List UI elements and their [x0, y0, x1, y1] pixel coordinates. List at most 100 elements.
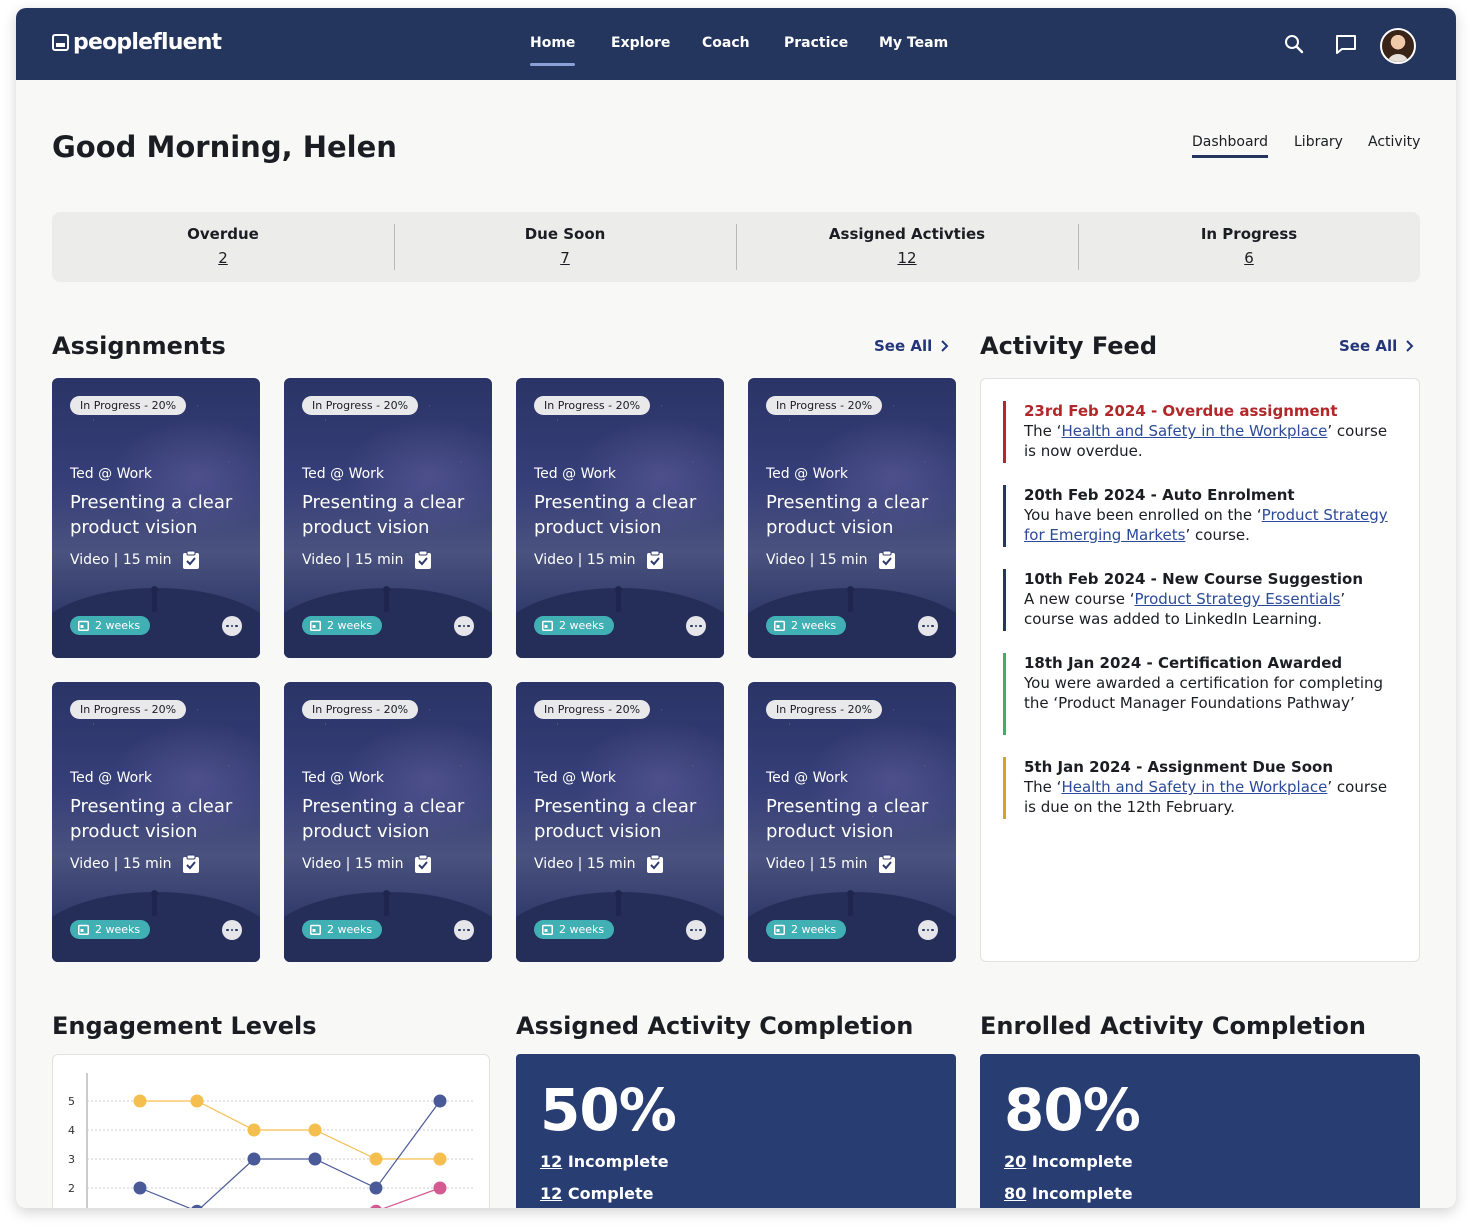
series-line [140, 1100, 440, 1160]
calendar-icon [310, 924, 321, 935]
clipboard-check-icon [414, 854, 431, 873]
feed-item-body: The ‘Health and Safety in the Workplace’… [1024, 777, 1393, 817]
course-link[interactable]: Product Strategy Essentials [1134, 590, 1341, 608]
y-tick-label: 2 [68, 1182, 75, 1195]
card-background-figure [383, 586, 390, 612]
calendar-icon [774, 620, 785, 631]
card-title: Presenting a clear product vision [302, 796, 465, 842]
stat-value-link[interactable]: 2 [218, 249, 228, 267]
calendar-icon [310, 620, 321, 631]
tab-dashboard[interactable]: Dashboard [1192, 134, 1268, 158]
assignment-card[interactable]: In Progress - 20% Ted @ Work Presenting a … [52, 378, 260, 658]
due-badge: 2 weeks [302, 616, 383, 635]
assigned-completion-card: 50% 12 Incomplete 12 Complete [516, 1054, 956, 1208]
nav-coach[interactable]: Coach [702, 35, 750, 51]
card-background-figure [847, 586, 854, 612]
enrolled-incomplete-row[interactable]: 20 Incomplete [1004, 1152, 1133, 1171]
assignment-card[interactable]: In Progress - 20% Ted @ Work Presenting a … [516, 682, 724, 962]
more-options-button[interactable] [222, 920, 242, 940]
card-meta-text: Video | 15 min [766, 856, 868, 872]
nav-my-team[interactable]: My Team [879, 35, 949, 51]
stat-value-link[interactable]: 6 [1244, 249, 1254, 267]
course-link[interactable]: Product Strategy for Emerging Markets [1024, 506, 1388, 544]
feed-item-title: 23rd Feb 2024 - Overdue assignment [1024, 402, 1338, 420]
more-options-button[interactable] [454, 616, 474, 636]
stat-label: Due Soon [524, 225, 606, 243]
count-link[interactable]: 80 [1004, 1184, 1027, 1203]
y-tick-label: 4 [68, 1124, 75, 1137]
data-point [133, 1094, 147, 1108]
assigned-completion-percent: 50% [540, 1076, 677, 1144]
messages-icon[interactable] [1334, 32, 1358, 56]
course-link[interactable]: Health and Safety in the Workplace [1061, 778, 1328, 796]
progress-badge: In Progress - 20% [302, 396, 419, 415]
feed-item-body: A new course ‘Product Strategy Essential… [1024, 589, 1393, 629]
assignments-see-all-link[interactable]: See All [874, 337, 950, 355]
row-label: Incomplete [1026, 1152, 1133, 1171]
more-options-button[interactable] [686, 920, 706, 940]
assigned-complete-row[interactable]: 12 Complete [540, 1184, 654, 1203]
see-all-label: See All [874, 337, 933, 355]
due-text: 2 weeks [559, 923, 605, 936]
card-meta: Video | 15 min [302, 550, 432, 570]
tab-activity[interactable]: Activity [1368, 134, 1421, 150]
assignment-card[interactable]: In Progress - 20% Ted @ Work Presenting a … [748, 682, 956, 962]
due-text: 2 weeks [327, 619, 373, 632]
card-meta-text: Video | 15 min [70, 552, 172, 568]
stat-value-link[interactable]: 12 [897, 249, 917, 267]
nav-practice[interactable]: Practice [784, 35, 849, 51]
clipboard-check-icon [878, 550, 895, 569]
card-meta: Video | 15 min [534, 854, 664, 874]
data-point [433, 1152, 447, 1166]
due-text: 2 weeks [327, 923, 373, 936]
more-options-button[interactable] [686, 616, 706, 636]
enrolled-second-row[interactable]: 80 Incomplete [1004, 1184, 1133, 1203]
data-point [308, 1152, 322, 1166]
card-meta-text: Video | 15 min [302, 856, 404, 872]
feed-text: ’ course was added to LinkedIn Learning. [1024, 590, 1346, 628]
due-badge: 2 weeks [766, 616, 847, 635]
more-options-button[interactable] [222, 616, 242, 636]
more-options-button[interactable] [918, 920, 938, 940]
data-point [247, 1152, 261, 1166]
assignment-card[interactable]: In Progress - 20% Ted @ Work Presenting a … [748, 378, 956, 658]
assignment-card[interactable]: In Progress - 20% Ted @ Work Presenting a … [284, 682, 492, 962]
assigned-completion-title: Assigned Activity Completion [516, 1012, 914, 1040]
count-link[interactable]: 20 [1004, 1152, 1027, 1171]
card-author: Ted @ Work [302, 770, 385, 786]
card-meta: Video | 15 min [70, 854, 200, 874]
more-options-button[interactable] [918, 616, 938, 636]
assignment-card[interactable]: In Progress - 20% Ted @ Work Presenting a … [284, 378, 492, 658]
app-window: peoplefluent Home Explore Coach Practice… [16, 8, 1456, 1208]
search-icon[interactable] [1282, 32, 1306, 56]
row-label: Complete [562, 1184, 654, 1203]
progress-badge: In Progress - 20% [70, 700, 187, 719]
logo[interactable]: peoplefluent [52, 30, 222, 55]
feed-item: 10th Feb 2024 - New Course Suggestion A n… [1003, 569, 1393, 631]
assignment-card[interactable]: In Progress - 20% Ted @ Work Presenting a … [52, 682, 260, 962]
due-text: 2 weeks [95, 923, 141, 936]
chevron-right-icon [1406, 340, 1414, 352]
assigned-incomplete-row[interactable]: 12 Incomplete [540, 1152, 669, 1171]
card-background-figure [151, 890, 158, 916]
count-link[interactable]: 12 [540, 1152, 563, 1171]
user-avatar[interactable] [1380, 28, 1416, 64]
clipboard-check-icon [878, 854, 895, 873]
card-meta: Video | 15 min [534, 550, 664, 570]
stat-value-link[interactable]: 7 [560, 249, 570, 267]
y-tick-label: 5 [68, 1095, 75, 1108]
stat-overdue: Overdue 2 [52, 212, 394, 282]
activity-feed-see-all-link[interactable]: See All [1339, 337, 1415, 355]
data-point [433, 1094, 447, 1108]
nav-explore[interactable]: Explore [611, 35, 671, 51]
nav-home[interactable]: Home [530, 35, 576, 66]
tab-library[interactable]: Library [1294, 134, 1343, 150]
enrolled-completion-percent: 80% [1004, 1076, 1141, 1144]
stat-label: Overdue [187, 225, 259, 243]
assignment-card[interactable]: In Progress - 20% Ted @ Work Presenting a … [516, 378, 724, 658]
chevron-right-icon [941, 340, 949, 352]
feed-text: ’ course is due on the 12th February. [1024, 778, 1388, 816]
more-options-button[interactable] [454, 920, 474, 940]
course-link[interactable]: Health and Safety in the Workplace [1061, 422, 1328, 440]
count-link[interactable]: 12 [540, 1184, 563, 1203]
